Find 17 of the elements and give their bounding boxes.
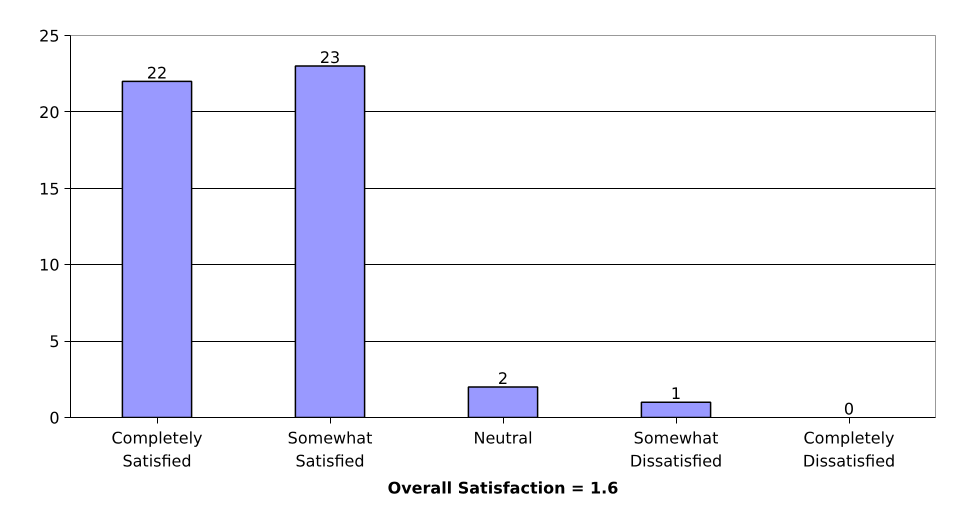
y-tick-label: 15 [39,179,60,198]
data-label: 1 [670,384,682,404]
x-tick-label: Completely Dissatisfied [802,428,896,470]
x-tick-label: Completely Satisfied [111,428,203,470]
data-label: 2 [498,368,508,388]
y-tick-label: 20 [39,102,60,122]
data-label: 23 [320,48,340,68]
x-tick-label: Neutral [473,428,533,448]
x-tick-label: Somewhat Satisfied [288,428,372,470]
y-tick-label: 10 [39,256,60,275]
x-axis-title: Overall Satisfaction = 1.6 [388,478,618,498]
x-tick-label: Somewhat Dissatisfied [630,428,722,470]
data-label: 0 [844,400,854,418]
y-tick-label: 0 [49,408,60,428]
y-tick-label: 5 [49,332,60,352]
y-tick-label: 25 [39,26,60,46]
data-label: 22 [146,63,168,82]
